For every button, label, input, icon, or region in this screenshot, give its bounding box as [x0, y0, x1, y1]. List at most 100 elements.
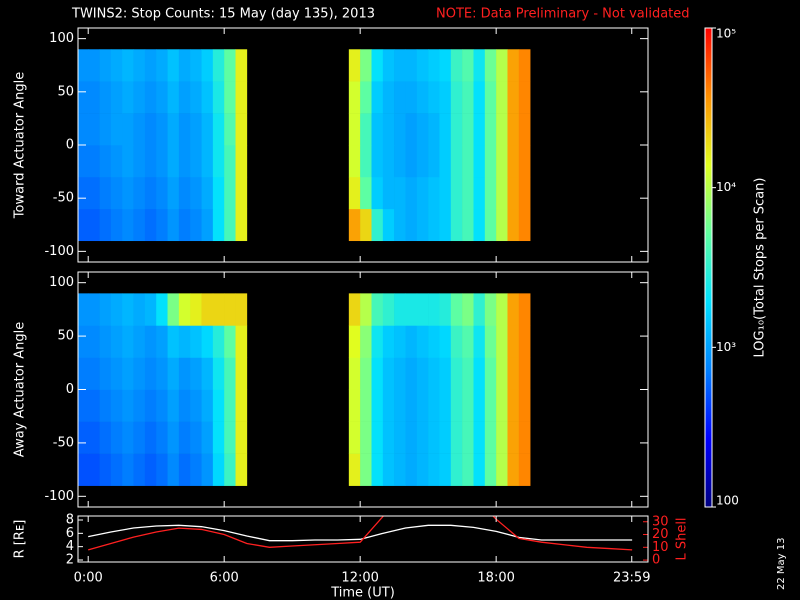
heat-cell: [518, 357, 531, 390]
heat-cell: [224, 293, 236, 326]
heat-cell: [394, 293, 406, 326]
heat-cell: [99, 176, 112, 210]
heat-cell: [201, 145, 214, 178]
heat-cell: [371, 49, 384, 82]
x-tick-label: 23:59: [613, 571, 650, 586]
heat-cell: [394, 208, 406, 242]
heat-cell: [405, 145, 418, 178]
heat-cell: [190, 208, 202, 242]
heat-cell: [371, 357, 384, 390]
heat-cell: [201, 389, 214, 422]
heat-cell: [235, 421, 248, 454]
heat-cell: [201, 81, 214, 114]
heat-cell: [110, 208, 123, 242]
heat-cell: [144, 145, 157, 178]
heat-cell: [156, 176, 168, 210]
heat-cell: [167, 176, 180, 210]
heat-cell: [450, 145, 463, 178]
heat-cell: [178, 389, 191, 422]
heat-cell: [507, 421, 520, 454]
heat-cell: [382, 208, 395, 242]
colorbar-label: LOG₁₀(Total Stops per Scan): [753, 178, 768, 358]
heat-cell: [110, 145, 123, 178]
heat-cell: [473, 325, 486, 358]
heat-cell: [144, 113, 157, 146]
heat-cell: [462, 453, 474, 486]
heat-cell: [133, 113, 146, 146]
heat-cell: [78, 453, 89, 486]
heat-cell: [439, 113, 452, 146]
heat-cell: [394, 421, 406, 454]
heat-cell: [224, 208, 236, 242]
heat-cell: [224, 113, 236, 146]
heat-cell: [224, 389, 236, 422]
heat-cell: [496, 113, 508, 146]
heat-cell: [144, 49, 157, 82]
heat-cell: [416, 81, 429, 114]
heat-cell: [428, 81, 440, 114]
heat-cell: [496, 325, 508, 358]
heat-cell: [144, 421, 157, 454]
heat-cell: [212, 49, 225, 82]
heat-cell: [110, 81, 123, 114]
heat-cell: [190, 113, 202, 146]
y-axis-label: Toward Actuator Angle: [13, 72, 28, 219]
heat-cell: [496, 293, 508, 326]
heat-cell: [428, 421, 440, 454]
heat-cell: [224, 81, 236, 114]
y2-tick-label: 30: [652, 514, 669, 529]
y-tick-label: 4: [66, 539, 74, 554]
heat-cell: [88, 453, 100, 486]
heat-cell: [484, 176, 497, 210]
heat-cell: [462, 113, 474, 146]
heat-cell: [190, 389, 202, 422]
heat-cell: [235, 325, 248, 358]
heat-cell: [462, 81, 474, 114]
x-tick-label: 12:00: [341, 571, 378, 586]
heat-cell: [484, 145, 497, 178]
heat-cell: [78, 176, 89, 210]
heat-cell: [122, 325, 134, 358]
heat-cell: [439, 357, 452, 390]
plot-frame: [77, 27, 649, 263]
heat-cell: [167, 325, 180, 358]
heat-cell: [122, 453, 134, 486]
heat-cell: [484, 325, 497, 358]
heat-cell: [394, 325, 406, 358]
series-line: [88, 524, 633, 542]
heat-cell: [178, 81, 191, 114]
heat-cell: [201, 357, 214, 390]
y-tick-label: 50: [57, 84, 74, 99]
heat-cell: [133, 176, 146, 210]
heat-cell: [190, 145, 202, 178]
heat-cell: [394, 49, 406, 82]
heat-cell: [156, 325, 168, 358]
heat-cell: [439, 389, 452, 422]
heat-cell: [496, 81, 508, 114]
heat-cell: [450, 357, 463, 390]
y-tick-label: 8: [66, 513, 74, 528]
heat-cell: [496, 453, 508, 486]
plot-area: [78, 49, 531, 242]
heat-cell: [110, 49, 123, 82]
heat-cell: [484, 421, 497, 454]
heat-cell: [371, 145, 384, 178]
heat-cell: [416, 325, 429, 358]
heat-cell: [212, 389, 225, 422]
heat-cell: [201, 325, 214, 358]
heat-cell: [428, 208, 440, 242]
heat-cell: [394, 389, 406, 422]
heat-cell: [462, 293, 474, 326]
heat-cell: [405, 421, 418, 454]
heat-cell: [99, 145, 112, 178]
heat-cell: [360, 208, 372, 242]
heat-cell: [178, 208, 191, 242]
heat-cell: [110, 453, 123, 486]
heat-cell: [507, 325, 520, 358]
heat-cell: [360, 145, 372, 178]
heat-cell: [371, 113, 384, 146]
heat-cell: [78, 81, 89, 114]
heat-cell: [88, 389, 100, 422]
heat-cell: [110, 389, 123, 422]
y-tick-label: -100: [44, 244, 74, 259]
